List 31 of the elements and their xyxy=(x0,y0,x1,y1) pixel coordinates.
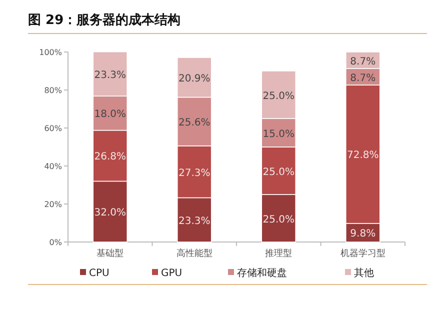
text: 72.8% xyxy=(346,150,379,162)
text: 27.3% xyxy=(178,168,210,179)
text: 25.0% xyxy=(262,90,295,102)
x-tick-label: 推理型 xyxy=(265,248,292,259)
text: 18.0% xyxy=(94,109,126,120)
legend-label: 其他 xyxy=(354,267,374,279)
text: 8.7% xyxy=(350,56,376,68)
y-tick-label: 40% xyxy=(44,162,62,171)
chart-title: 图 29：服务器的成本结构 xyxy=(28,13,181,28)
legend-label: 存储和硬盘 xyxy=(237,267,287,279)
legend-label: GPU xyxy=(161,268,182,279)
text: 9.8% xyxy=(350,228,376,240)
y-tick-label: 0% xyxy=(49,238,62,247)
text: 23.3% xyxy=(94,70,126,81)
y-tick-label: 20% xyxy=(44,200,62,209)
x-tick-label: 基础型 xyxy=(96,248,124,259)
text: 15.0% xyxy=(262,128,295,140)
text: 20.9% xyxy=(178,73,210,84)
y-tick-label: 80% xyxy=(44,86,62,95)
x-tick-label: 机器学习型 xyxy=(340,248,386,259)
y-tick-label: 100% xyxy=(39,48,62,57)
text: 23.3% xyxy=(178,216,210,227)
text: 25.0% xyxy=(262,214,295,226)
x-tick-label: 高性能型 xyxy=(176,248,212,259)
text: 26.8% xyxy=(94,152,126,163)
text: 25.0% xyxy=(262,166,295,178)
text: 32.0% xyxy=(94,208,126,219)
legend-label: CPU xyxy=(89,268,110,279)
y-tick-label: 60% xyxy=(44,124,62,133)
text: 8.7% xyxy=(350,72,376,84)
text: 25.6% xyxy=(178,118,210,129)
